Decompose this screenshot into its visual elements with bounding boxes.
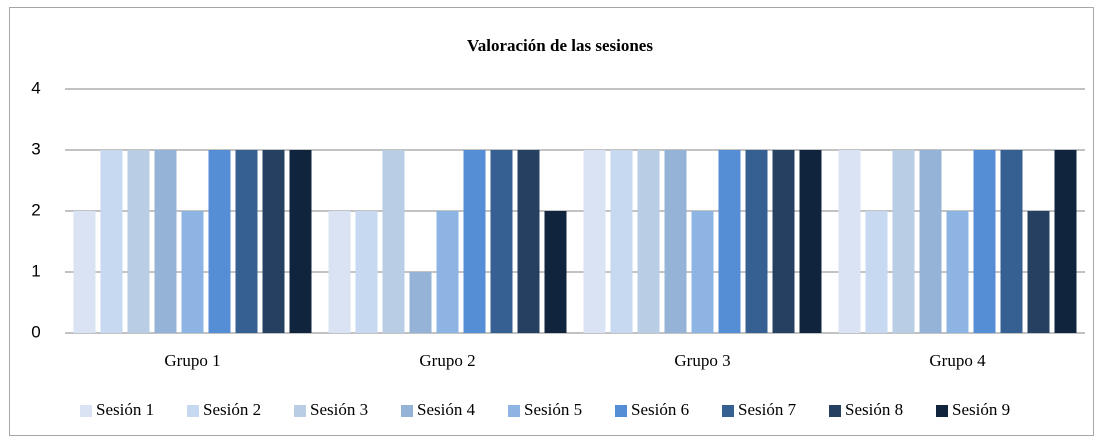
bar [409,272,432,333]
bar [127,150,150,333]
y-tick-label: 3 [31,139,40,158]
legend-label: Sesión 6 [631,400,689,419]
bar [583,150,606,333]
chart-title: Valoración de las sesiones [467,36,653,55]
y-tick-label: 2 [31,200,40,219]
legend-swatch [829,405,841,417]
x-tick-label: Grupo 4 [929,351,986,370]
x-tick-label: Grupo 3 [674,351,730,370]
bar [544,211,567,333]
bar [517,150,540,333]
bar [181,211,204,333]
legend-swatch [294,405,306,417]
legend-label: Sesión 4 [417,400,476,419]
bar [799,150,822,333]
legend-label: Sesión 7 [738,400,797,419]
bar [289,150,312,333]
bar [664,150,687,333]
x-tick-label: Grupo 2 [419,351,475,370]
legend-swatch [936,405,948,417]
legend-swatch [722,405,734,417]
legend-swatch [80,405,92,417]
y-tick-label: 0 [31,322,40,341]
bar [328,211,351,333]
bar [436,211,459,333]
legend-label: Sesión 9 [952,400,1010,419]
legend-label: Sesión 2 [203,400,261,419]
bar [463,150,486,333]
bar [100,150,123,333]
legend-swatch [401,405,413,417]
bar [691,211,714,333]
legend-label: Sesión 8 [845,400,903,419]
bar [892,150,915,333]
legend-label: Sesión 3 [310,400,368,419]
bar [1054,150,1077,333]
bar [73,211,96,333]
bar [973,150,996,333]
bar [718,150,741,333]
bar [382,150,405,333]
legend-swatch [615,405,627,417]
bar [1000,150,1023,333]
bar [208,150,231,333]
legend-swatch [508,405,520,417]
bar [946,211,969,333]
legend-swatch [187,405,199,417]
bar [154,150,177,333]
bar [919,150,942,333]
bar [637,150,660,333]
bar [865,211,888,333]
legend-label: Sesión 5 [524,400,582,419]
legend-label: Sesión 1 [96,400,154,419]
bar [262,150,285,333]
bar [490,150,513,333]
bar [745,150,768,333]
bar [1027,211,1050,333]
bar [235,150,258,333]
bar [838,150,861,333]
x-tick-label: Grupo 1 [164,351,220,370]
bar [772,150,795,333]
bar [355,211,378,333]
y-tick-label: 1 [31,261,40,280]
bar [610,150,633,333]
y-tick-label: 4 [31,78,40,97]
